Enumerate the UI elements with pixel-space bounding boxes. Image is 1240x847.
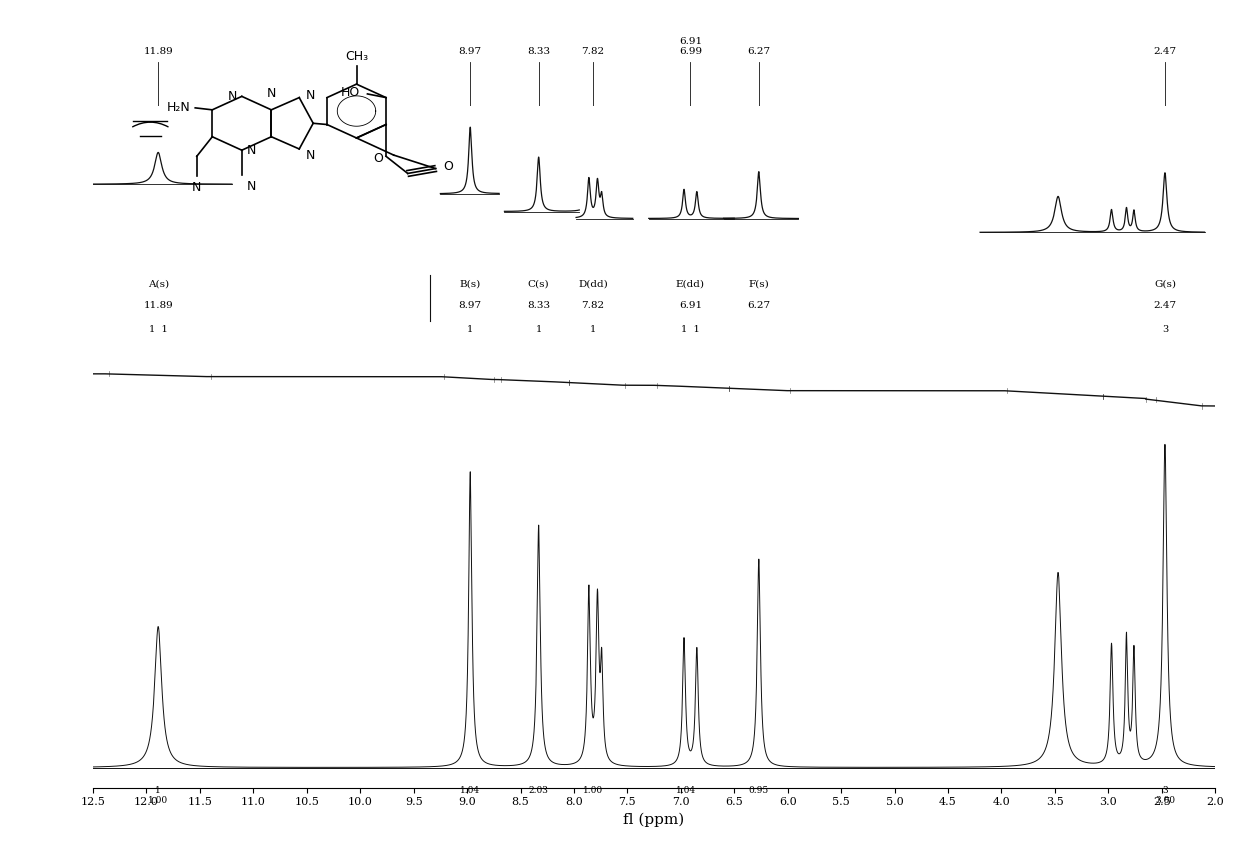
Text: G(s): G(s)	[1154, 280, 1176, 289]
Text: 6.91
6.99: 6.91 6.99	[678, 36, 702, 56]
Text: A(s): A(s)	[148, 280, 169, 289]
Text: 6.91: 6.91	[678, 302, 702, 310]
Text: 6.27: 6.27	[748, 47, 770, 56]
Text: 3
3.00: 3 3.00	[1154, 786, 1176, 805]
Text: 8.97: 8.97	[459, 302, 482, 310]
Text: H₂N: H₂N	[167, 101, 191, 113]
Text: 1: 1	[590, 325, 596, 334]
Text: N: N	[192, 180, 201, 194]
Text: HO: HO	[341, 86, 360, 99]
Text: E(dd): E(dd)	[676, 280, 704, 289]
Text: 8.33: 8.33	[527, 302, 551, 310]
Text: 0.95: 0.95	[749, 786, 769, 795]
Text: F(s): F(s)	[749, 280, 769, 289]
Text: N: N	[247, 144, 255, 157]
Text: 2.03: 2.03	[528, 786, 548, 795]
X-axis label: fl (ppm): fl (ppm)	[624, 813, 684, 828]
Text: N: N	[228, 90, 237, 102]
Text: O: O	[443, 159, 453, 173]
Text: N: N	[267, 87, 277, 100]
Text: 1.00: 1.00	[583, 786, 603, 795]
Text: 1: 1	[536, 325, 542, 334]
Text: 1  1: 1 1	[149, 325, 167, 334]
Text: 7.82: 7.82	[582, 302, 605, 310]
Text: 3: 3	[1162, 325, 1168, 334]
Text: N: N	[247, 180, 255, 192]
Text: 8.33: 8.33	[527, 47, 551, 56]
Text: 11.89: 11.89	[144, 302, 174, 310]
Text: 7.82: 7.82	[582, 47, 605, 56]
Text: 6.27: 6.27	[748, 302, 770, 310]
Text: 8.97: 8.97	[459, 47, 482, 56]
Text: B(s): B(s)	[460, 280, 481, 289]
Text: N: N	[305, 148, 315, 162]
Text: 11.89: 11.89	[144, 47, 174, 56]
Text: 2.47: 2.47	[1153, 47, 1177, 56]
Text: D(dd): D(dd)	[578, 280, 608, 289]
Text: CH₃: CH₃	[345, 50, 368, 64]
Text: 1  1: 1 1	[681, 325, 699, 334]
Text: 1
1.00: 1 1.00	[148, 786, 169, 805]
Text: N: N	[305, 89, 315, 102]
Text: 1.04: 1.04	[676, 786, 696, 795]
Text: O: O	[373, 152, 383, 165]
Text: 1: 1	[467, 325, 474, 334]
Text: 1.04: 1.04	[460, 786, 480, 795]
Text: 2.47: 2.47	[1153, 302, 1177, 310]
Text: C(s): C(s)	[528, 280, 549, 289]
